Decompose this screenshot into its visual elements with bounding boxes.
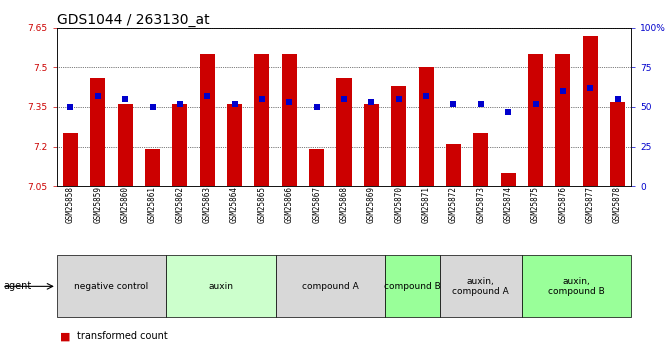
- Bar: [337, 78, 351, 186]
- Point: [530, 101, 541, 107]
- Text: GSM25878: GSM25878: [613, 186, 622, 223]
- Point: [257, 96, 267, 102]
- Point: [174, 101, 185, 107]
- Point: [366, 99, 377, 105]
- Text: GDS1044 / 263130_at: GDS1044 / 263130_at: [57, 12, 209, 27]
- Text: GSM25859: GSM25859: [94, 186, 102, 223]
- Text: GSM25872: GSM25872: [449, 186, 458, 223]
- Text: GSM25871: GSM25871: [422, 186, 431, 223]
- Text: GSM25865: GSM25865: [257, 186, 267, 223]
- Text: negative control: negative control: [74, 282, 148, 291]
- Bar: [522, 255, 631, 317]
- Bar: [610, 102, 625, 186]
- Bar: [473, 134, 488, 186]
- Bar: [200, 54, 214, 186]
- Text: GSM25867: GSM25867: [312, 186, 321, 223]
- Point: [421, 93, 432, 99]
- Bar: [118, 104, 133, 186]
- Text: auxin,
compound B: auxin, compound B: [548, 277, 605, 296]
- Bar: [582, 36, 598, 186]
- Point: [120, 96, 130, 102]
- Point: [503, 109, 514, 115]
- Text: GSM25863: GSM25863: [203, 186, 212, 223]
- Bar: [255, 54, 269, 186]
- Point: [147, 104, 158, 110]
- Text: GSM25869: GSM25869: [367, 186, 376, 223]
- Bar: [555, 54, 570, 186]
- Text: GSM25877: GSM25877: [586, 186, 595, 223]
- Bar: [419, 67, 434, 186]
- Point: [229, 101, 240, 107]
- Text: agent: agent: [3, 282, 31, 291]
- Bar: [446, 144, 461, 186]
- Point: [284, 99, 295, 105]
- Bar: [528, 54, 543, 186]
- Bar: [309, 149, 324, 186]
- Text: GSM25870: GSM25870: [394, 186, 403, 223]
- Point: [613, 96, 623, 102]
- Bar: [500, 173, 516, 186]
- Point: [448, 101, 459, 107]
- Bar: [440, 255, 522, 317]
- Bar: [276, 255, 385, 317]
- Text: GSM25873: GSM25873: [476, 186, 485, 223]
- Text: GSM25864: GSM25864: [230, 186, 239, 223]
- Point: [311, 104, 322, 110]
- Point: [339, 96, 349, 102]
- Point: [202, 93, 212, 99]
- Bar: [145, 149, 160, 186]
- Bar: [166, 255, 276, 317]
- Text: GSM25862: GSM25862: [176, 186, 184, 223]
- Text: GSM25868: GSM25868: [339, 186, 349, 223]
- Bar: [227, 104, 242, 186]
- Bar: [172, 104, 188, 186]
- Bar: [90, 78, 106, 186]
- Point: [585, 85, 596, 91]
- Text: auxin,
compound A: auxin, compound A: [452, 277, 509, 296]
- Text: ■: ■: [60, 332, 71, 341]
- Text: GSM25866: GSM25866: [285, 186, 294, 223]
- Text: GSM25860: GSM25860: [121, 186, 130, 223]
- Text: GSM25858: GSM25858: [66, 186, 75, 223]
- Point: [558, 88, 568, 94]
- Bar: [282, 54, 297, 186]
- Text: compound B: compound B: [384, 282, 441, 291]
- Bar: [57, 255, 166, 317]
- Text: compound A: compound A: [302, 282, 359, 291]
- Bar: [364, 104, 379, 186]
- Bar: [63, 134, 78, 186]
- Text: GSM25876: GSM25876: [558, 186, 567, 223]
- Point: [476, 101, 486, 107]
- Text: GSM25874: GSM25874: [504, 186, 512, 223]
- Point: [393, 96, 404, 102]
- Text: transformed count: transformed count: [77, 332, 168, 341]
- Text: GSM25875: GSM25875: [531, 186, 540, 223]
- Bar: [391, 86, 406, 186]
- Point: [65, 104, 75, 110]
- Text: GSM25861: GSM25861: [148, 186, 157, 223]
- Point: [92, 93, 103, 99]
- Bar: [385, 255, 440, 317]
- Text: auxin: auxin: [208, 282, 233, 291]
